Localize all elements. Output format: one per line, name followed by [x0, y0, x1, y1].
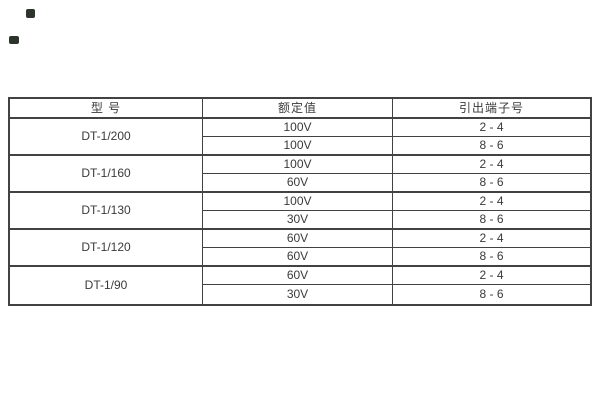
rated-cell: 60V: [203, 266, 393, 285]
rated-cell: 100V: [203, 137, 393, 156]
terminal-cell: 2 - 4: [393, 267, 590, 285]
rated-cell: 30V: [203, 211, 393, 230]
rated-cell: 60V: [203, 174, 393, 193]
terminal-cell: 2 - 4: [393, 193, 590, 211]
artifact-mark-left: [9, 36, 19, 44]
terminal-cell: 8 - 6: [479, 287, 504, 302]
rated-cell: 100V: [203, 118, 393, 137]
terminal-cell: 8 - 6: [393, 248, 590, 267]
rated-cell: 60V: [203, 248, 393, 267]
rated-cell: 100V: [203, 192, 393, 211]
terminal-cell: 2 - 4: [393, 156, 590, 174]
terminal-cell: 2 - 4: [393, 119, 590, 137]
column-header-terminal: 引出端子号: [393, 99, 590, 119]
terminal-cell: 2 - 4: [393, 230, 590, 248]
model-cell: DT-1/160: [10, 155, 203, 193]
artifact-mark-top: [26, 9, 35, 18]
column-header-model: 型 号: [10, 99, 203, 119]
model-cell: DT-1/200: [10, 118, 203, 156]
terminal-cell: 8 - 6: [393, 137, 590, 156]
rated-cell: 60V: [203, 229, 393, 248]
column-header-rated: 额定值: [203, 99, 393, 119]
model-cell: DT-1/90: [10, 266, 203, 304]
terminal-cell: 8 - 6: [393, 174, 590, 193]
model-cell: DT-1/130: [10, 192, 203, 230]
model-cell: DT-1/120: [10, 229, 203, 267]
terminal-cell: 8 - 6: [393, 211, 590, 230]
rated-cell: 30V: [203, 285, 393, 304]
spec-table: 型 号 额定值 引出端子号 DT-1/200 100V 2 - 4 100V 8…: [8, 97, 592, 306]
rated-cell: 100V: [203, 155, 393, 174]
